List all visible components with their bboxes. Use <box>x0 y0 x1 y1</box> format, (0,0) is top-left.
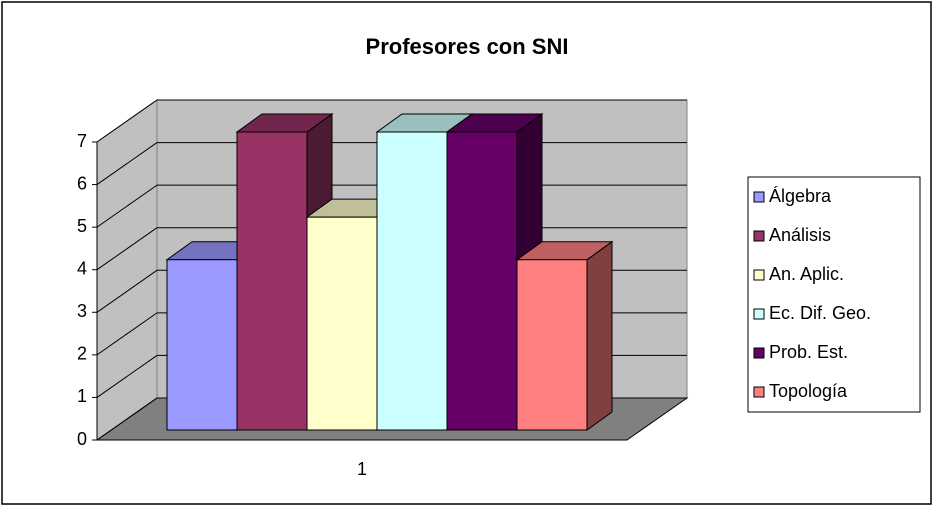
legend-label: Álgebra <box>769 186 832 206</box>
grid-line <box>96 397 158 441</box>
y-tick-label: 2 <box>77 344 87 364</box>
y-tick-label: 5 <box>77 216 87 236</box>
bar <box>236 131 308 431</box>
bar <box>516 259 588 431</box>
bar-side <box>586 240 613 431</box>
y-tick-label: 0 <box>77 429 87 449</box>
grid-line <box>96 227 158 271</box>
legend-swatch <box>753 269 765 281</box>
bar <box>376 131 448 431</box>
legend-label: Ec. Dif. Geo. <box>769 303 871 323</box>
legend-swatch <box>753 308 765 320</box>
legend-label: Análisis <box>769 225 831 245</box>
grid-line <box>96 312 158 356</box>
y-tick-label: 4 <box>77 258 87 278</box>
grid-line <box>96 184 158 228</box>
legend-label: Topología <box>769 381 848 401</box>
grid-line <box>96 269 158 313</box>
y-tick-label: 6 <box>77 173 87 193</box>
legend-label: An. Aplic. <box>769 264 844 284</box>
y-tick-label: 3 <box>77 301 87 321</box>
legend-swatch <box>753 347 765 359</box>
chart-title: Profesores con SNI <box>366 34 569 59</box>
bar <box>446 131 518 431</box>
x-tick-label: 1 <box>357 459 367 479</box>
legend-swatch <box>753 230 765 242</box>
y-tick-label: 7 <box>77 131 87 151</box>
legend-box <box>747 176 921 413</box>
bar <box>306 216 378 431</box>
legend-swatch <box>753 386 765 398</box>
y-tick-label: 1 <box>77 386 87 406</box>
legend-label: Prob. Est. <box>769 342 848 362</box>
grid-line <box>96 355 158 398</box>
bar <box>166 259 238 431</box>
left-wall <box>96 99 158 441</box>
grid-line <box>96 142 158 185</box>
legend-swatch <box>753 191 765 203</box>
grid-line <box>96 99 158 143</box>
